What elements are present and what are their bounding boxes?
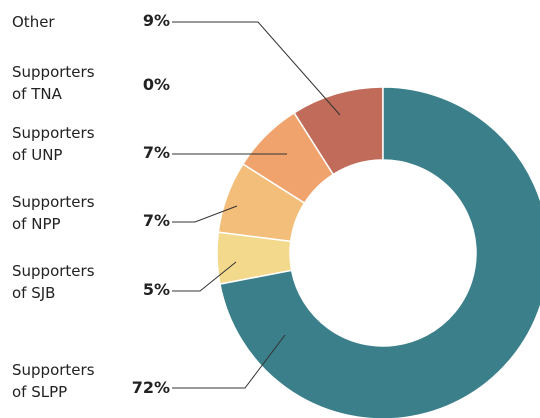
donut-segment	[241, 111, 335, 205]
category-label: Supporters of SJB	[12, 262, 95, 302]
value-label: 5%	[142, 280, 170, 299]
leader-line	[172, 21, 341, 116]
leader-line	[172, 205, 238, 223]
donut-segment	[217, 163, 306, 243]
category-label: Other	[12, 13, 55, 31]
value-label: 0%	[142, 75, 170, 94]
donut-segment	[216, 231, 293, 285]
category-label: Supporters of UNP	[12, 124, 95, 164]
value-label: 7%	[142, 211, 170, 230]
leader-line	[172, 334, 286, 389]
value-label: 7%	[142, 143, 170, 162]
value-label: 9%	[142, 11, 170, 30]
category-label: Supporters of TNA	[12, 63, 95, 103]
leader-line	[172, 261, 237, 292]
donut-segment	[219, 86, 540, 418]
category-label: Supporters of NPP	[12, 193, 95, 233]
value-label: 72%	[131, 378, 170, 397]
category-label: Supporters of SLPP	[12, 361, 95, 401]
